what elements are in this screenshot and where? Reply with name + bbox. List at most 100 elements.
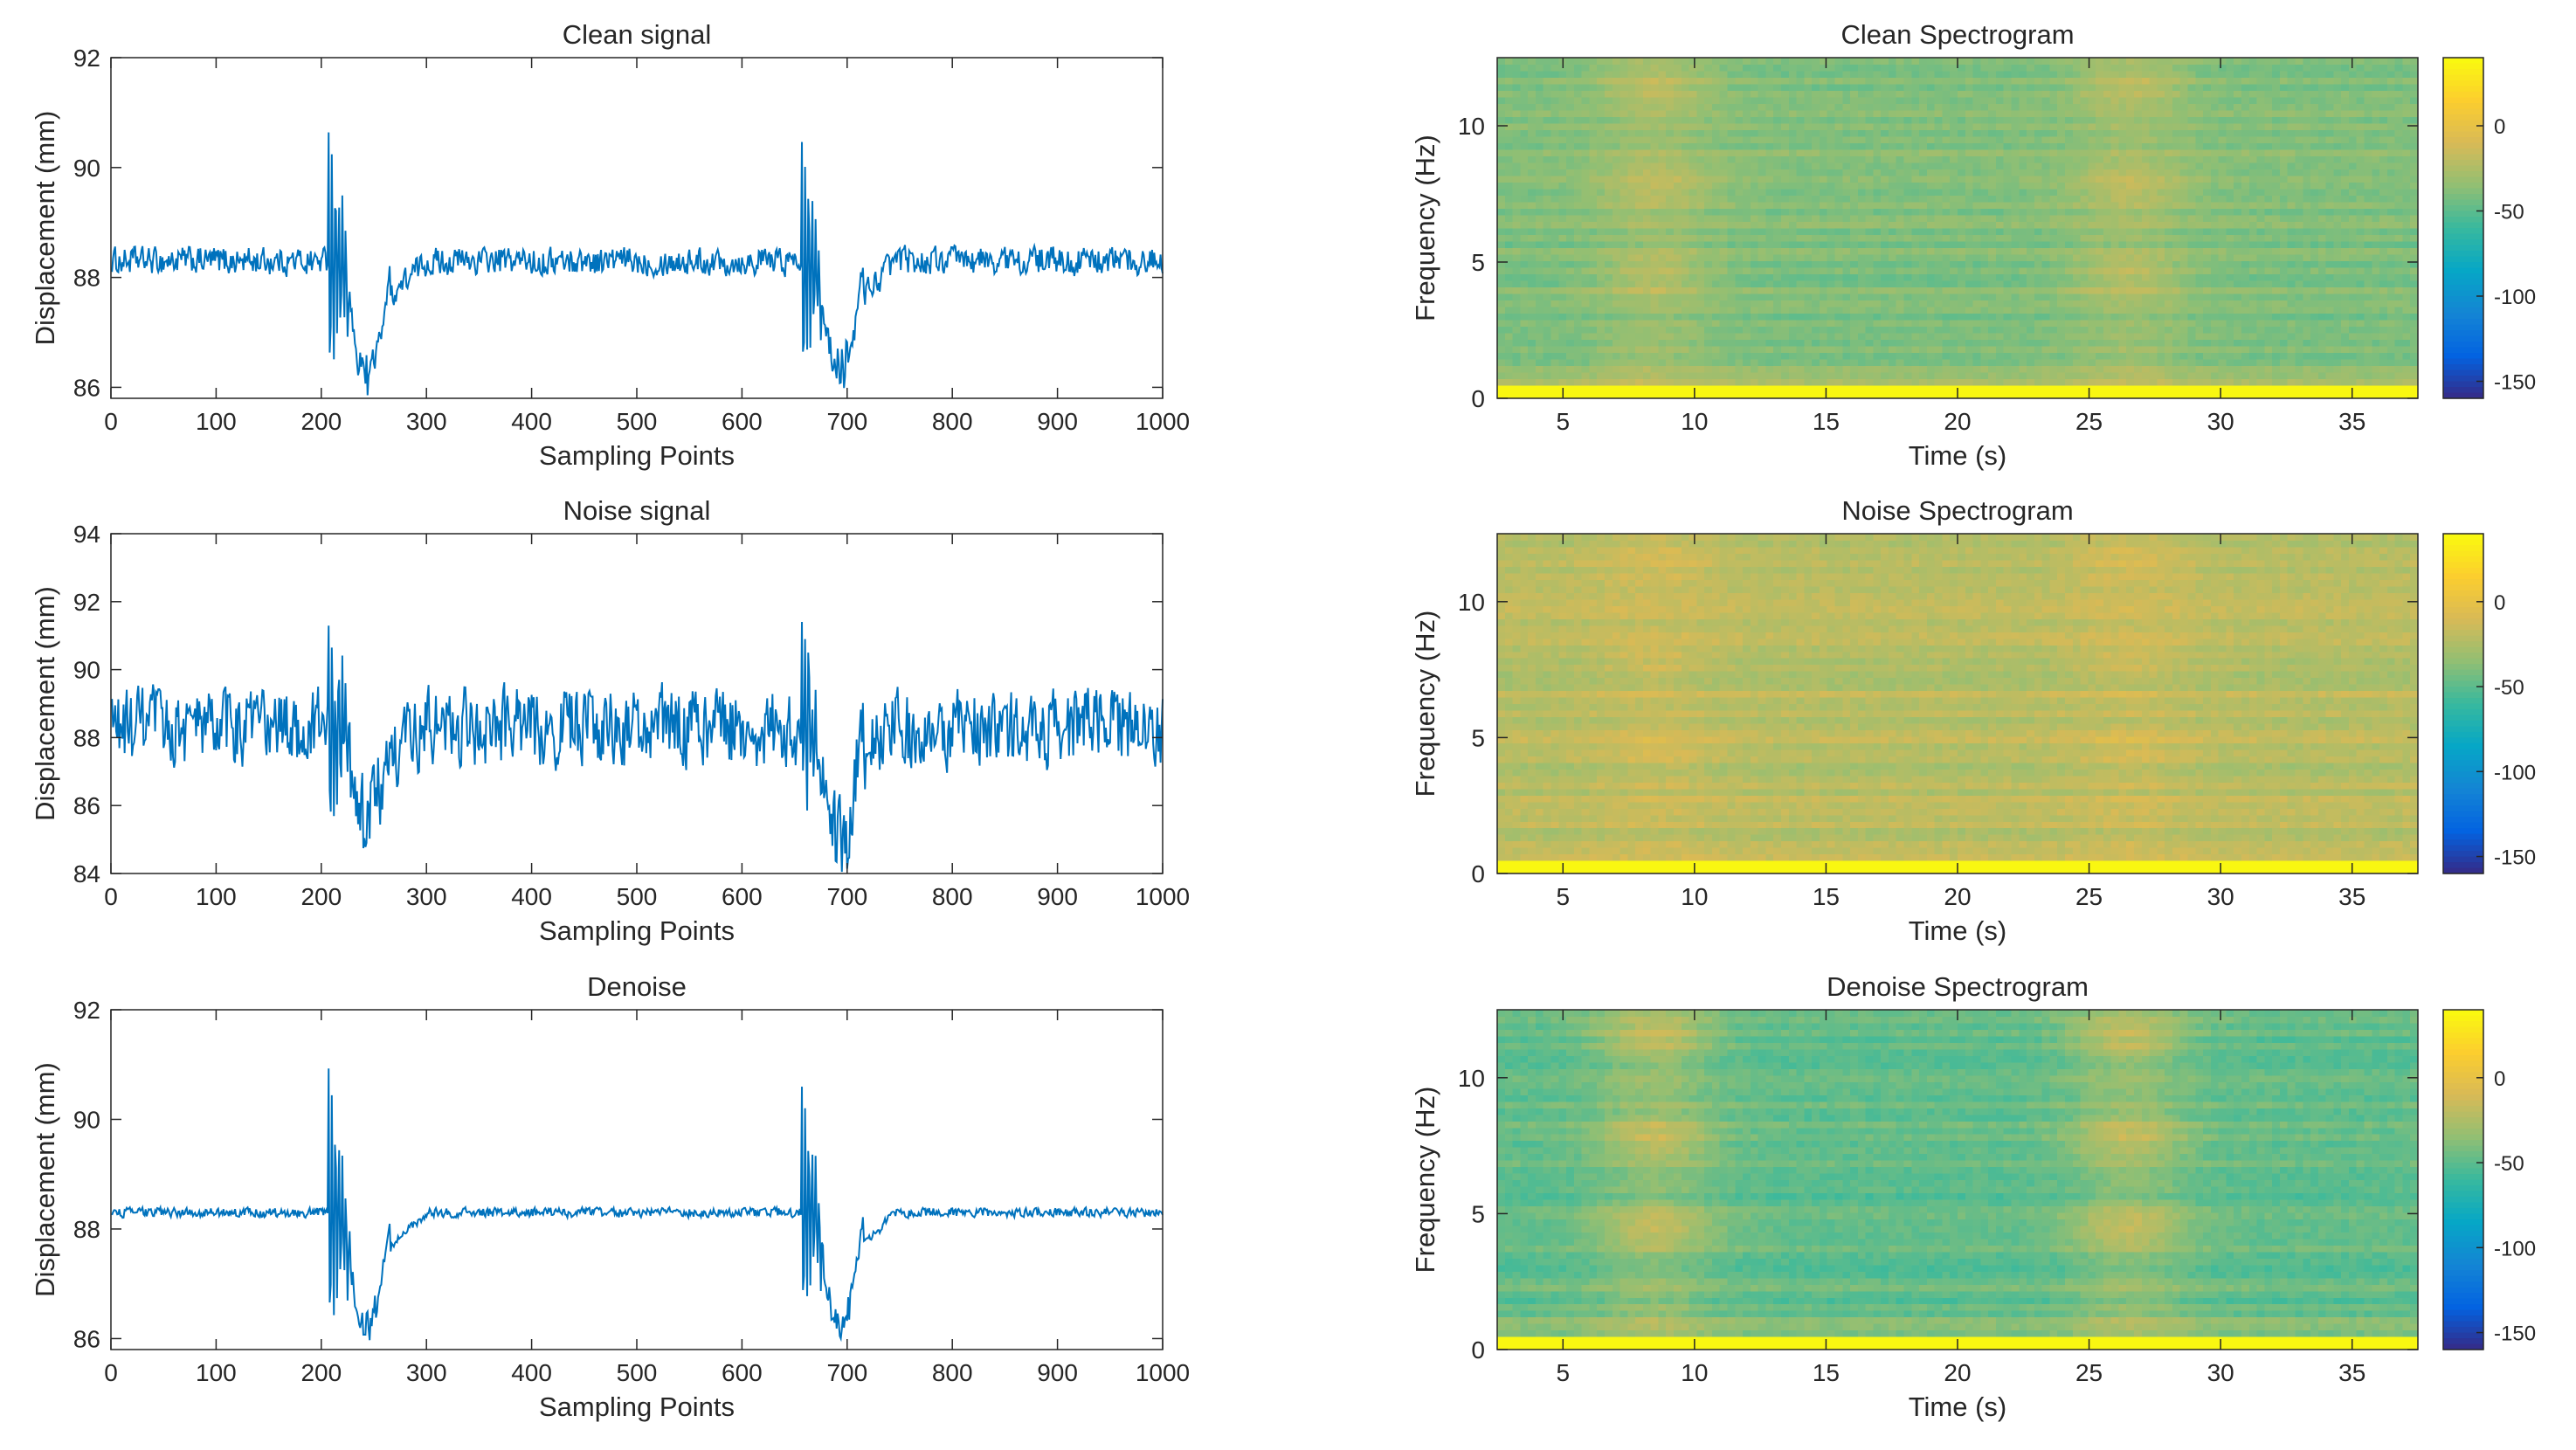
spectrogram-cell [1674,313,1682,321]
spectrogram-cell [1735,287,1744,294]
spectrogram-cell [1735,169,1744,176]
spectrogram-cell [1658,300,1667,307]
spectrogram-cell [1765,149,1774,157]
spectrogram-cell [1850,273,1859,281]
spectrogram-cell [1689,84,1697,92]
spectrogram-cell [1512,241,1521,249]
spectrogram-cell [1842,273,1851,281]
spectrogram-cell [1512,273,1521,281]
spectrogram-cell [1727,162,1736,170]
spectrogram-cell [2049,123,2058,131]
spectrogram-cell [2072,110,2082,118]
spectrogram-cell [1773,300,1782,307]
spectrogram-cell [2149,189,2158,197]
spectrogram-cell [1589,333,1598,341]
spectrogram-cell [2179,195,2189,203]
spectrogram-cell [1773,77,1782,85]
spectrogram-cell [1543,142,1552,150]
spectrogram-cell [2096,365,2104,373]
spectrogram-cell [2049,149,2058,157]
spectrogram-cell [1711,333,1721,341]
spectrogram-cell [1903,359,1912,367]
spectrogram-cell [1865,162,1874,170]
spectrogram-cell [1788,372,1798,380]
spectrogram-cell [1650,182,1660,190]
spectrogram-cell [2057,267,2066,275]
spectrogram-cell [1980,254,1989,262]
spectrogram-cell [1958,202,1966,210]
spectrogram-cell [1958,90,1966,98]
spectrogram-cell [1604,84,1613,92]
spectrogram-cell [1689,71,1697,79]
spectrogram-cell [1796,71,1805,79]
spectrogram-cell [1719,320,1729,328]
spectrogram-cell [1566,247,1575,255]
spectrogram-cell [1642,97,1652,105]
spectrogram-cell [1780,116,1790,124]
spectrogram-cell [2134,182,2143,190]
spectrogram-cell [1612,372,1621,380]
spectrogram-cell [2027,260,2035,268]
spectrogram-cell [2103,247,2112,255]
spectrogram-cell [1666,90,1675,98]
spectrogram-cell [1504,162,1514,170]
spectrogram-cell [2080,372,2089,380]
spectrogram-cell [1528,241,1537,249]
spectrogram-cell [1911,378,1920,386]
spectrogram-cell [1666,333,1675,341]
spectrogram-cell [1881,234,1889,242]
spectrogram-cell [1873,391,1882,399]
spectrogram-cell [2179,71,2189,79]
spectrogram-cell [2096,123,2104,131]
spectrogram-cell [1857,116,1867,124]
spectrogram-cell [1727,280,1736,288]
spectrogram-cell [1958,287,1966,294]
spectrogram-cell [1619,64,1628,72]
spectrogram-cell [1926,359,1936,367]
spectrogram-cell [1543,208,1552,216]
spectrogram-cell [1950,208,1958,216]
spectrogram-cell [1535,77,1544,85]
spectrogram-cell [1597,359,1606,367]
spectrogram-cell [1812,189,1820,197]
spectrogram-cell [1681,333,1690,341]
spectrogram-cell [1696,155,1705,163]
spectrogram-cell [2057,208,2066,216]
spectrogram-cell [2126,365,2135,373]
spectrogram-cell [1520,208,1529,216]
spectrogram-cell [1581,267,1590,275]
spectrogram-cell [1780,254,1790,262]
spectrogram-cell [1834,300,1843,307]
spectrogram-cell [1903,116,1912,124]
spectrogram-cell [1919,385,1928,393]
spectrogram-cell [1581,90,1590,98]
spectrogram-cell [1926,293,1936,301]
spectrogram-cell [2011,346,2020,354]
spectrogram-cell [1543,254,1552,262]
spectrogram-cell [2103,346,2112,354]
spectrogram-cell [1812,123,1820,131]
spectrogram-cell [1512,189,1521,197]
spectrogram-cell [1597,97,1606,105]
spectrogram-cell [1666,142,1675,150]
spectrogram-cell [1850,307,1859,314]
spectrogram-cell [2049,221,2058,229]
spectrogram-cell [1681,103,1690,111]
spectrogram-cell [1497,385,1506,393]
spectrogram-cell [2141,155,2151,163]
spectrogram-cell [1873,372,1882,380]
spectrogram-cell [2064,365,2074,373]
spectrogram-cell [1903,300,1912,307]
spectrogram-cell [1719,189,1729,197]
spectrogram-cell [2072,103,2082,111]
spectrogram-cell [1788,90,1798,98]
spectrogram-cell [1819,149,1828,157]
spectrogram-cell [1995,359,2005,367]
spectrogram-cell [1958,208,1966,216]
spectrogram-cell [2134,326,2143,334]
spectrogram-cell [1666,182,1675,190]
spectrogram-cell [1635,77,1644,85]
spectrogram-cell [2096,385,2104,393]
spectrogram-cell [1804,142,1813,150]
spectrogram-cell [2011,378,2020,386]
